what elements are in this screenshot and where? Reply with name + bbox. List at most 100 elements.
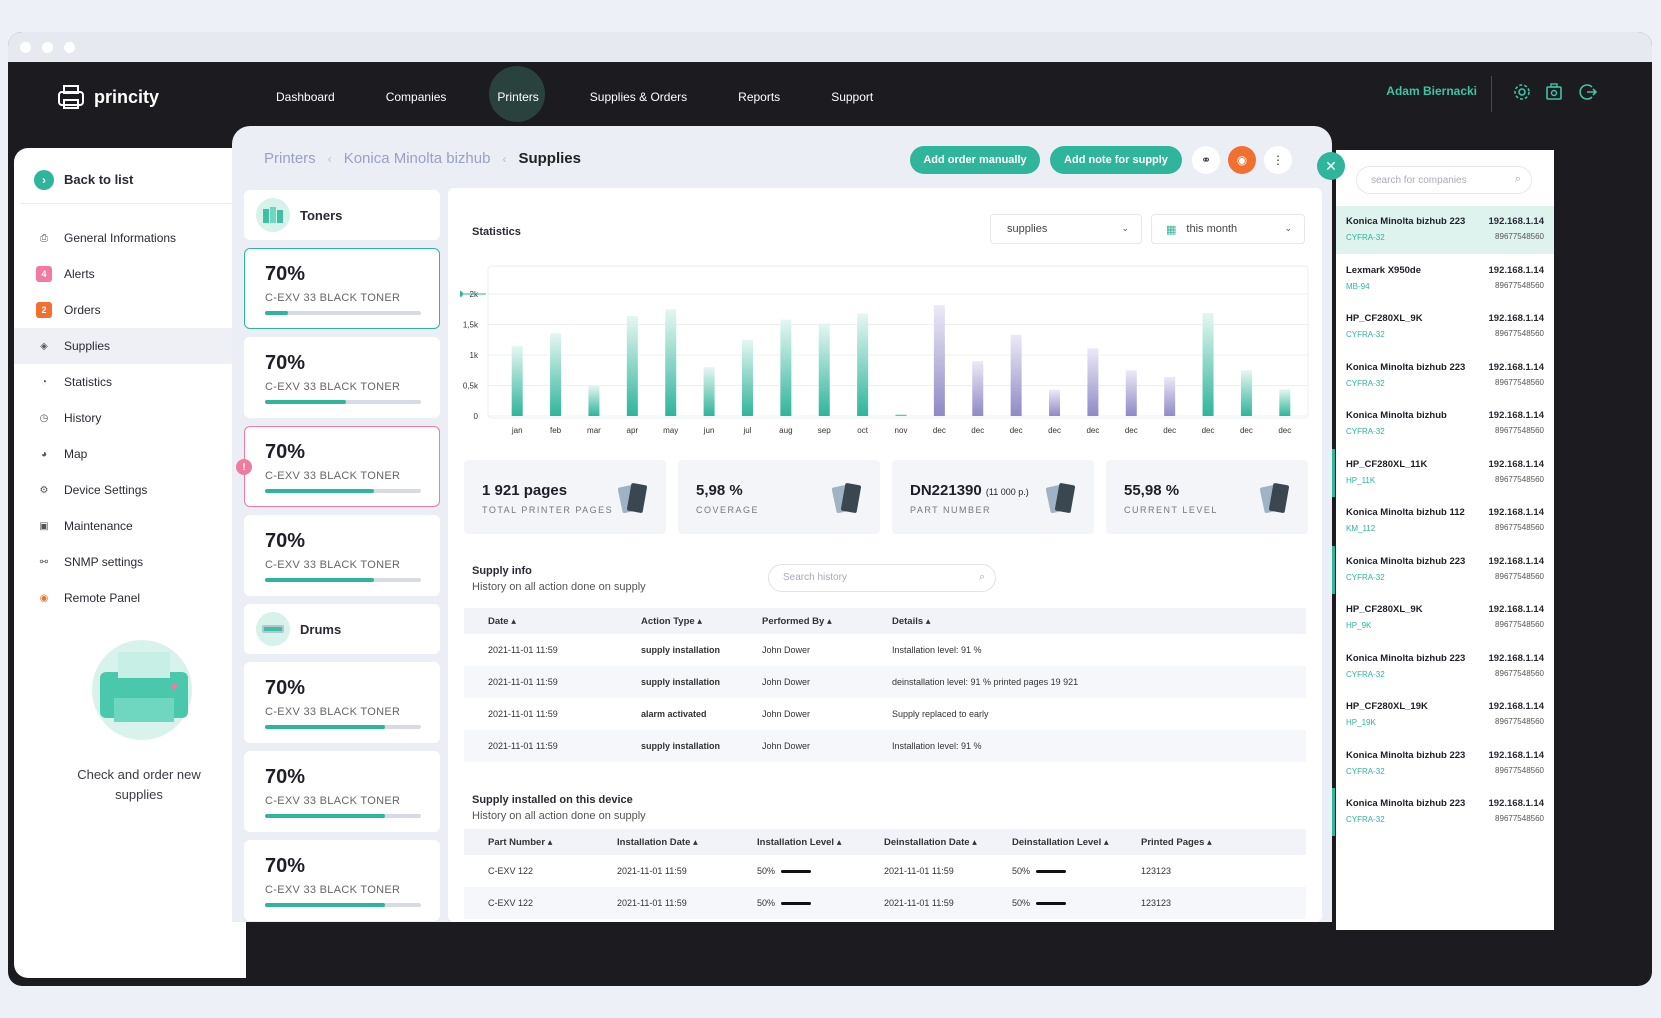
- logo[interactable]: princity: [56, 84, 159, 110]
- sidebar-item-label: Device Settings: [64, 483, 148, 497]
- more-icon[interactable]: ⋮: [1264, 146, 1292, 174]
- supply-card[interactable]: 70% C-EXV 33 BLACK TONER: [244, 337, 440, 418]
- nav-companies[interactable]: Companies: [385, 90, 447, 104]
- add-order-button[interactable]: Add order manually: [910, 146, 1040, 174]
- table-row[interactable]: C-EXV 122 2021-11-01 11:59 50% 2021-11-01 1…: [464, 887, 1306, 919]
- table-row[interactable]: 2021-11-01 11:59 supply installation John …: [464, 634, 1306, 666]
- table-cell: 2021-11-01 11:59: [488, 677, 558, 687]
- device-ip: 192.168.1.14: [1488, 216, 1544, 227]
- search-history-input[interactable]: Search history ⌕: [768, 564, 996, 592]
- device-list-item[interactable]: Konica Minolta bizhub 223 CYFRA-32 192.168…: [1332, 545, 1554, 594]
- device-ip: 192.168.1.14: [1488, 458, 1544, 470]
- column-header[interactable]: Installation Level ▴: [757, 836, 842, 848]
- device-name: Konica Minolta bizhub: [1346, 410, 1447, 421]
- period-select[interactable]: ▦ this month ⌄: [1151, 214, 1305, 244]
- toners-header[interactable]: Toners: [244, 190, 440, 240]
- sidebar-item-label: Alerts: [64, 267, 95, 281]
- sidebar-item-remote-panel[interactable]: ◉ Remote Panel: [14, 580, 246, 616]
- column-header[interactable]: Deinstallation Date ▴: [884, 836, 977, 848]
- device-list-item[interactable]: HP_CF280XL_9K HP_9K 192.168.1.14 8967754856…: [1336, 594, 1554, 642]
- supply-card[interactable]: 70% C-EXV 33 BLACK TONER: [244, 248, 440, 329]
- level-bar-fill: [265, 903, 386, 907]
- add-note-button[interactable]: Add note for supply: [1050, 146, 1182, 174]
- nav-support[interactable]: Support: [831, 90, 874, 104]
- supply-card[interactable]: 70% C-EXV 33 BLACK TONER: [244, 751, 440, 832]
- supply-type-select[interactable]: supplies ⌄: [990, 214, 1142, 244]
- link-icon[interactable]: ⚭: [1192, 146, 1220, 174]
- device-list-item[interactable]: Konica Minolta bizhub 223 CYFRA-32 192.168…: [1336, 740, 1554, 788]
- device-list-item[interactable]: Lexmark X950de MB-94 192.168.1.14 896775485…: [1336, 255, 1554, 303]
- x-tick-label: mar: [587, 426, 601, 435]
- device-name: HP_CF280XL_19K: [1346, 701, 1428, 712]
- user-name[interactable]: Adam Biernacki: [1386, 84, 1477, 98]
- sidebar-item-general[interactable]: ⎙ General Informations: [14, 220, 246, 256]
- device-list-item[interactable]: HP_CF280XL_11K HP_11K 192.168.1.14 89677548…: [1332, 448, 1554, 497]
- device-list-item[interactable]: Konica Minolta bizhub 112 KM_112 192.168.1…: [1336, 497, 1554, 545]
- column-header[interactable]: Printed Pages ▴: [1141, 836, 1212, 848]
- column-header[interactable]: Details ▴: [892, 615, 931, 627]
- table-cell: 2021-11-01 11:59: [488, 645, 558, 655]
- column-header[interactable]: Action Type ▴: [641, 615, 703, 627]
- column-header[interactable]: Date ▴: [488, 615, 517, 627]
- sidebar-item-orders[interactable]: 2 Orders: [14, 292, 246, 328]
- close-icon[interactable]: ✕: [1317, 152, 1345, 180]
- supply-card[interactable]: 70% C-EXV 33 BLACK TONER: [244, 515, 440, 596]
- device-list-item[interactable]: HP_CF280XL_9K CYFRA-32 192.168.1.14 8967754…: [1336, 303, 1554, 351]
- supply-card[interactable]: 70% C-EXV 33 BLACK TONER: [244, 840, 440, 921]
- sidebar-item-label: Maintenance: [64, 519, 133, 533]
- window-dot[interactable]: [64, 42, 75, 53]
- device-list-item[interactable]: Konica Minolta bizhub 223 CYFRA-32 192.168…: [1336, 352, 1554, 400]
- sidebar-item-supplies[interactable]: ◈ Supplies: [14, 328, 246, 364]
- gear-icon[interactable]: [1512, 82, 1532, 102]
- device-list-item[interactable]: HP_CF280XL_19K HP_19K 192.168.1.14 89677548…: [1336, 691, 1554, 739]
- breadcrumb-printers[interactable]: Printers: [264, 150, 316, 167]
- device-list-item[interactable]: Konica Minolta bizhub 223 CYFRA-32 192.168…: [1336, 643, 1554, 691]
- level-bar: [265, 489, 421, 493]
- chart-bar: [1164, 376, 1176, 416]
- sidebar-menu: ⎙ General Informations 4 Alerts 2 Orders ◈ S…: [14, 220, 246, 616]
- table-row[interactable]: 2021-11-01 11:59 alarm activated John Dowe…: [464, 698, 1306, 730]
- column-header[interactable]: Part Number ▴: [488, 836, 553, 848]
- device-name: HP_CF280XL_9K: [1346, 604, 1423, 615]
- table-cell: C-EXV 122: [464, 855, 593, 887]
- logout-icon[interactable]: [1578, 82, 1598, 102]
- supply-card[interactable]: 70% C-EXV 33 BLACK TONER!: [236, 426, 440, 507]
- chart-bar: [550, 333, 562, 416]
- sidebar-item-label: History: [64, 411, 102, 425]
- table-row[interactable]: 2021-11-01 11:59 supply installation John …: [464, 666, 1306, 698]
- column-header[interactable]: Performed By ▴: [762, 615, 832, 627]
- supply-card[interactable]: 70% C-EXV 33 BLACK TONER: [244, 662, 440, 743]
- window-dot[interactable]: [42, 42, 53, 53]
- cell-value: 123123: [1141, 866, 1172, 876]
- sidebar-item-map[interactable]: ◕ Map: [14, 436, 246, 472]
- table-row[interactable]: 2021-11-01 11:59 supply installation John …: [464, 730, 1306, 762]
- sidebar-item-history[interactable]: ◷ History: [14, 400, 246, 436]
- device-list-item[interactable]: Konica Minolta bizhub 223 CYFRA-32 192.168…: [1332, 788, 1554, 836]
- table-row[interactable]: C-EXV 122 2021-11-01 11:59 50% 2021-11-01 1…: [464, 855, 1306, 887]
- device-list-item[interactable]: Konica Minolta bizhub CYFRA-32 192.168.1.1…: [1336, 400, 1554, 448]
- nav-reports[interactable]: Reports: [738, 90, 781, 104]
- device-list-item[interactable]: Konica Minolta bizhub 223 CYFRA-32 192.168…: [1336, 206, 1554, 254]
- sidebar-item-device-settings[interactable]: ⚙ Device Settings: [14, 472, 246, 508]
- device-model: CYFRA-32: [1346, 815, 1385, 824]
- device-serial: 89677548560: [1495, 474, 1544, 484]
- nav-printers[interactable]: Printers: [489, 66, 546, 122]
- company-search-input[interactable]: search for companies ⌕: [1356, 166, 1532, 194]
- breadcrumb-device[interactable]: Konica Minolta bizhub: [343, 150, 491, 167]
- sidebar-item-snmp[interactable]: ⚯ SNMP settings: [14, 544, 246, 580]
- nav-dashboard[interactable]: Dashboard: [276, 90, 335, 104]
- sidebar-item-alerts[interactable]: 4 Alerts: [14, 256, 246, 292]
- camera-icon[interactable]: [1544, 82, 1564, 102]
- column-header[interactable]: Deinstallation Level ▴: [1012, 836, 1109, 848]
- sidebar-item-statistics[interactable]: ◔ Statistics: [14, 364, 246, 400]
- sidebar-item-maintenance[interactable]: ▣ Maintenance: [14, 508, 246, 544]
- table-cell: John Dower: [762, 677, 811, 687]
- nav-supplies-orders[interactable]: Supplies & Orders: [589, 90, 688, 104]
- window-dot[interactable]: [20, 42, 31, 53]
- device-serial: 89677548560: [1495, 232, 1544, 241]
- column-header[interactable]: Installation Date ▴: [617, 836, 698, 848]
- drums-header[interactable]: Drums: [244, 604, 440, 654]
- cell-value: 2021-11-01 11:59: [617, 898, 687, 908]
- eye-icon[interactable]: ◉: [1228, 146, 1256, 174]
- back-to-list-button[interactable]: › Back to list: [20, 156, 242, 204]
